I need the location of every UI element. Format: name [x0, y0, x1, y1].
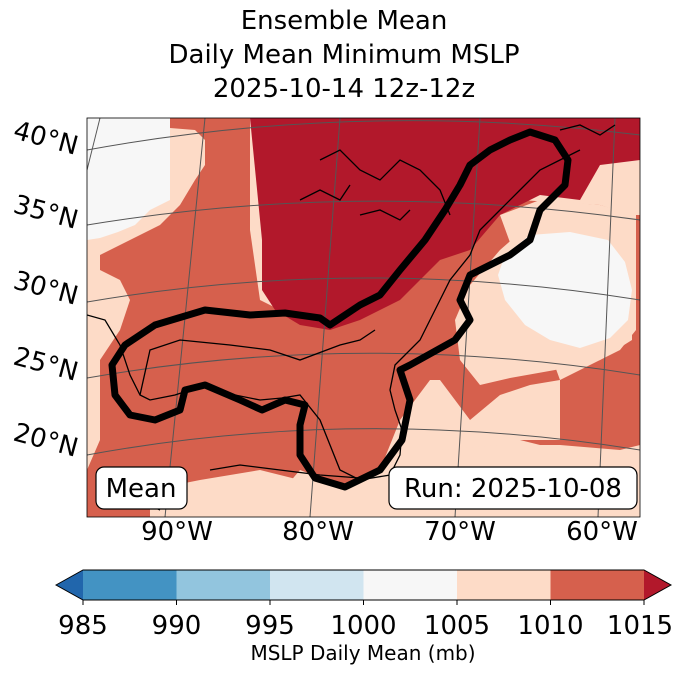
colorbar-tick-990: 990	[152, 611, 202, 641]
lon-label-90w: 90°W	[141, 517, 213, 547]
field-over-1015-region	[250, 118, 640, 330]
colorbar-tick-995: 995	[245, 611, 295, 641]
field-1000-1005-northwest	[87, 118, 170, 240]
colorbar-tick-1015: 1015	[607, 611, 673, 641]
title-line-1: Ensemble Mean	[240, 6, 448, 36]
lat-label-30: 30°N	[10, 266, 81, 312]
lat-label-25: 25°N	[10, 342, 81, 388]
colorbar-band-1000-1005	[363, 570, 457, 600]
colorbar-tick-985: 985	[58, 611, 108, 641]
colorbar: 985 990 995 1000 1005 1010 1015 MSLP Dai…	[54, 569, 673, 665]
colorbar-label: MSLP Daily Mean (mb)	[250, 641, 475, 665]
lon-label-70w: 70°W	[424, 517, 496, 547]
colorbar-tick-1005: 1005	[424, 611, 490, 641]
title-line-2: Daily Mean Minimum MSLP	[168, 40, 520, 70]
colorbar-band-995-1000	[270, 570, 364, 600]
mean-label: Mean	[106, 474, 177, 504]
lon-label-80w: 80°W	[282, 517, 354, 547]
lat-label-40: 40°N	[10, 116, 81, 162]
lat-label-20: 20°N	[10, 418, 81, 464]
colorbar-over-arrow	[644, 570, 671, 600]
mean-label-box: Mean	[95, 466, 188, 510]
colorbar-tick-1010: 1010	[517, 611, 583, 641]
run-label: Run: 2025-10-08	[404, 474, 622, 504]
contour-line	[108, 128, 572, 491]
field-1005-1010-caribbean	[150, 470, 400, 517]
colorbar-band-1005-1010	[457, 570, 551, 600]
coastlines	[87, 124, 616, 511]
colorbar-under-arrow	[56, 570, 83, 600]
field-1005-1010-southwest	[87, 385, 100, 440]
title-line-3: 2025-10-14 12z-12z	[212, 74, 476, 104]
lat-label-35: 35°N	[10, 190, 81, 236]
colorbar-tick-1000: 1000	[330, 611, 396, 641]
lon-label-60w: 60°W	[566, 517, 638, 547]
colorbar-band-1010-1015	[550, 570, 644, 600]
run-label-box: Run: 2025-10-08	[388, 466, 638, 510]
colorbar-band-990-995	[176, 570, 270, 600]
colorbar-band-985-990	[83, 570, 177, 600]
mslp-field	[87, 118, 640, 517]
map-frame	[86, 117, 641, 518]
